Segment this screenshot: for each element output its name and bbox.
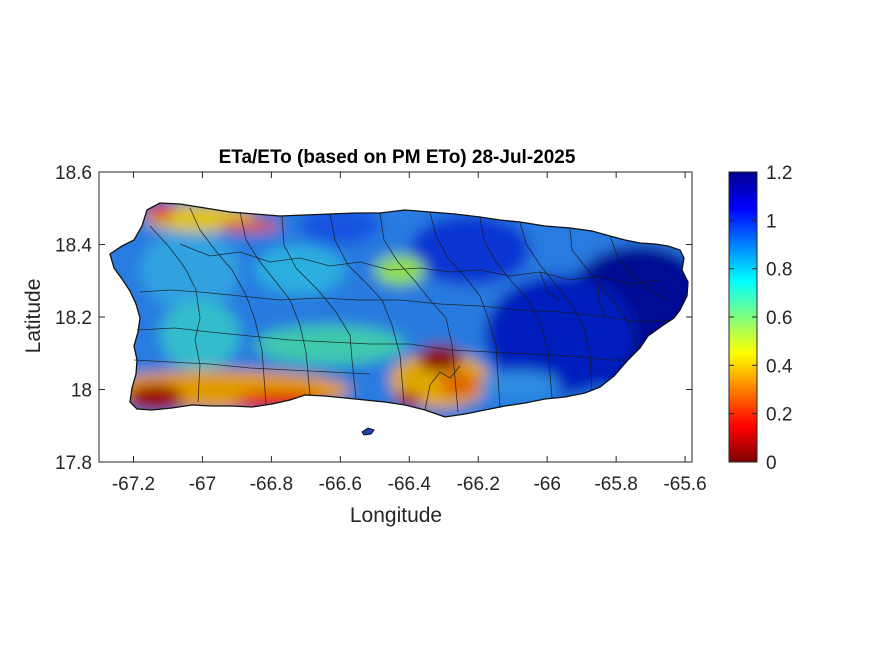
x-axis-label: Longitude — [350, 504, 442, 527]
x-tick-label: -65.8 — [594, 474, 637, 495]
colorbar-tick-label: 0.4 — [766, 356, 793, 377]
colorbar-tick-label: 0.2 — [766, 405, 792, 426]
x-axis: -67.2 -67 -66.8 -66.6 -66.4 -66.2 -66 -65.8 -65.… — [112, 172, 707, 495]
x-tick-label: -65.6 — [663, 474, 706, 495]
x-tick-label: -67 — [189, 474, 216, 495]
y-tick-label: 18.2 — [55, 308, 92, 329]
y-axis: 18.6 18.4 18.2 18 17.8 — [55, 163, 692, 474]
x-tick-label: -66.6 — [319, 474, 362, 495]
y-tick-label: 17.8 — [55, 453, 92, 474]
islet — [361, 427, 375, 436]
colorbar-tick-label: 0 — [766, 453, 777, 474]
colorbar-tick-label: 0.8 — [766, 260, 792, 281]
y-tick-label: 18.4 — [55, 236, 92, 257]
colorbar-tick-label: 1 — [766, 211, 777, 232]
y-tick-label: 18 — [71, 381, 92, 402]
x-tick-label: -66.2 — [457, 474, 500, 495]
colorbar-ticks: 1.2 1 0.8 0.6 0.4 0.2 0 — [729, 163, 793, 474]
x-tick-label: -66 — [533, 474, 560, 495]
map-title: ETa/ETo (based on PM ETo) 28-Jul-2025 — [219, 147, 576, 168]
x-tick-label: -67.2 — [112, 474, 155, 495]
y-axis-label: Latitude — [22, 279, 45, 354]
x-tick-label: -66.8 — [250, 474, 293, 495]
y-tick-label: 18.6 — [55, 163, 92, 184]
island-heatmap — [109, 202, 689, 436]
x-tick-label: -66.4 — [388, 474, 432, 495]
colorbar-tick-label: 0.6 — [766, 308, 792, 329]
colorbar-tick-label: 1.2 — [766, 163, 792, 184]
